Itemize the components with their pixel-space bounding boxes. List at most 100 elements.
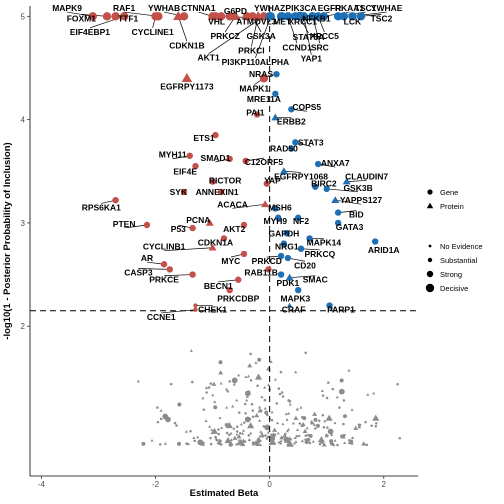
insignificant-point	[284, 412, 288, 416]
label-nfkb1: NFKB1	[302, 13, 331, 23]
insignificant-point	[247, 363, 253, 368]
label-pdk1: PDK1	[277, 278, 300, 288]
legend-size-label: No Evidence	[440, 242, 483, 251]
point-annexin1	[217, 188, 225, 196]
insignificant-point	[321, 442, 327, 447]
insignificant-point	[211, 393, 215, 397]
insignificant-point	[372, 391, 376, 395]
label-prkcq: PRKCQ	[305, 249, 336, 259]
point-mre11a	[272, 90, 279, 98]
insignificant-point	[244, 416, 251, 423]
insignificant-point	[205, 391, 208, 394]
point-acaca	[261, 200, 270, 208]
insignificant-point	[260, 395, 264, 399]
point-ywhaz	[265, 12, 274, 21]
leader-yapps127	[335, 199, 361, 205]
insignificant-point	[327, 428, 334, 435]
insignificant-point	[229, 431, 233, 435]
label-akt1: AKT1	[197, 53, 219, 63]
point-pten	[143, 221, 151, 229]
insignificant-point	[264, 434, 267, 437]
leader-mapk9	[67, 11, 93, 17]
legend-shape-label: Protein	[440, 202, 464, 211]
point-ywhae	[348, 12, 357, 21]
point-gata3	[334, 219, 342, 227]
point-cd20	[284, 254, 292, 262]
insignificant-point	[287, 411, 291, 415]
insignificant-point	[247, 422, 255, 429]
insignificant-point	[279, 439, 283, 443]
insignificant-point	[281, 395, 285, 398]
insignificant-point	[285, 418, 289, 421]
insignificant-point	[278, 392, 282, 396]
leader-cdkn1b	[178, 16, 188, 42]
insignificant-point	[214, 437, 218, 440]
insignificant-point	[159, 409, 163, 412]
label-parp1: PARP1	[327, 305, 355, 315]
legend: Gene Protein No Evidence Substantial Strong D…	[425, 188, 483, 293]
leader-pten	[124, 224, 148, 229]
insignificant-point	[158, 443, 162, 446]
insignificant-point	[258, 405, 262, 409]
insignificant-point	[365, 443, 369, 447]
leader-egfrpy1068	[283, 170, 302, 173]
insignificant-point	[218, 416, 222, 419]
insignificant-point	[228, 380, 232, 383]
point-mapk1	[259, 74, 269, 83]
insignificant-point	[196, 435, 200, 439]
insignificant-point	[232, 435, 238, 440]
label-dvl3: DVL3	[255, 16, 277, 26]
insignificant-point	[268, 442, 272, 446]
insignificant-point	[339, 378, 344, 383]
insignificant-point	[293, 436, 297, 440]
insignificant-point	[308, 433, 313, 438]
label-cops5: COPS5	[292, 102, 321, 112]
insignificant-point	[136, 379, 140, 383]
label-nras: NRAS	[249, 69, 273, 79]
label-pi3kp110alpha: PI3KP110ALPHA	[222, 57, 290, 67]
label-nf2: NF2	[293, 216, 309, 226]
label-anxa7: ANXA7	[321, 158, 350, 168]
insignificant-point	[302, 428, 308, 433]
insignificant-point	[216, 439, 222, 444]
legend-shape-label: Gene	[440, 188, 458, 197]
insignificant-point	[292, 441, 296, 445]
insignificant-point	[259, 430, 263, 433]
insignificant-point	[264, 410, 269, 415]
insignificant-point	[230, 442, 234, 446]
leader-smac	[289, 275, 316, 279]
insignificant-point	[362, 442, 367, 446]
insignificant-point	[252, 440, 256, 444]
label-rps6ka1: RPS6KA1	[82, 202, 121, 212]
point-smad1	[226, 155, 233, 163]
point-lck	[339, 12, 349, 21]
leader-claudin7	[346, 180, 367, 182]
insignificant-point	[333, 421, 337, 425]
label-cycline1: CYCLINE1	[132, 27, 174, 37]
point-vhl	[211, 12, 220, 21]
insignificant-point	[308, 441, 312, 445]
insignificant-point	[249, 352, 252, 356]
insignificant-point	[232, 382, 236, 386]
insignificant-point	[281, 422, 285, 426]
insignificant-point	[175, 424, 178, 427]
insignificant-point	[235, 425, 239, 429]
label-ywhab: YWHAB	[148, 3, 180, 13]
insignificant-point	[261, 434, 265, 438]
insignificant-point	[173, 421, 177, 425]
insignificant-point	[247, 438, 251, 441]
label-smac: SMAC	[303, 275, 328, 285]
insignificant-point	[270, 418, 274, 422]
point-becn1	[235, 276, 242, 283]
label-rab11b: RAB11B	[244, 268, 278, 278]
insignificant-point	[186, 442, 190, 446]
leader-prkce	[164, 274, 193, 277]
insignificant-point	[263, 398, 267, 402]
label-rad50: RAD50	[270, 144, 298, 154]
insignificant-point	[245, 395, 249, 398]
insignificant-point	[272, 427, 278, 432]
label-cdkn1a: CDKN1A	[198, 238, 233, 248]
label-msh6: MSH6	[268, 202, 292, 212]
point-yapps127	[331, 196, 340, 203]
insignificant-point	[283, 436, 290, 443]
